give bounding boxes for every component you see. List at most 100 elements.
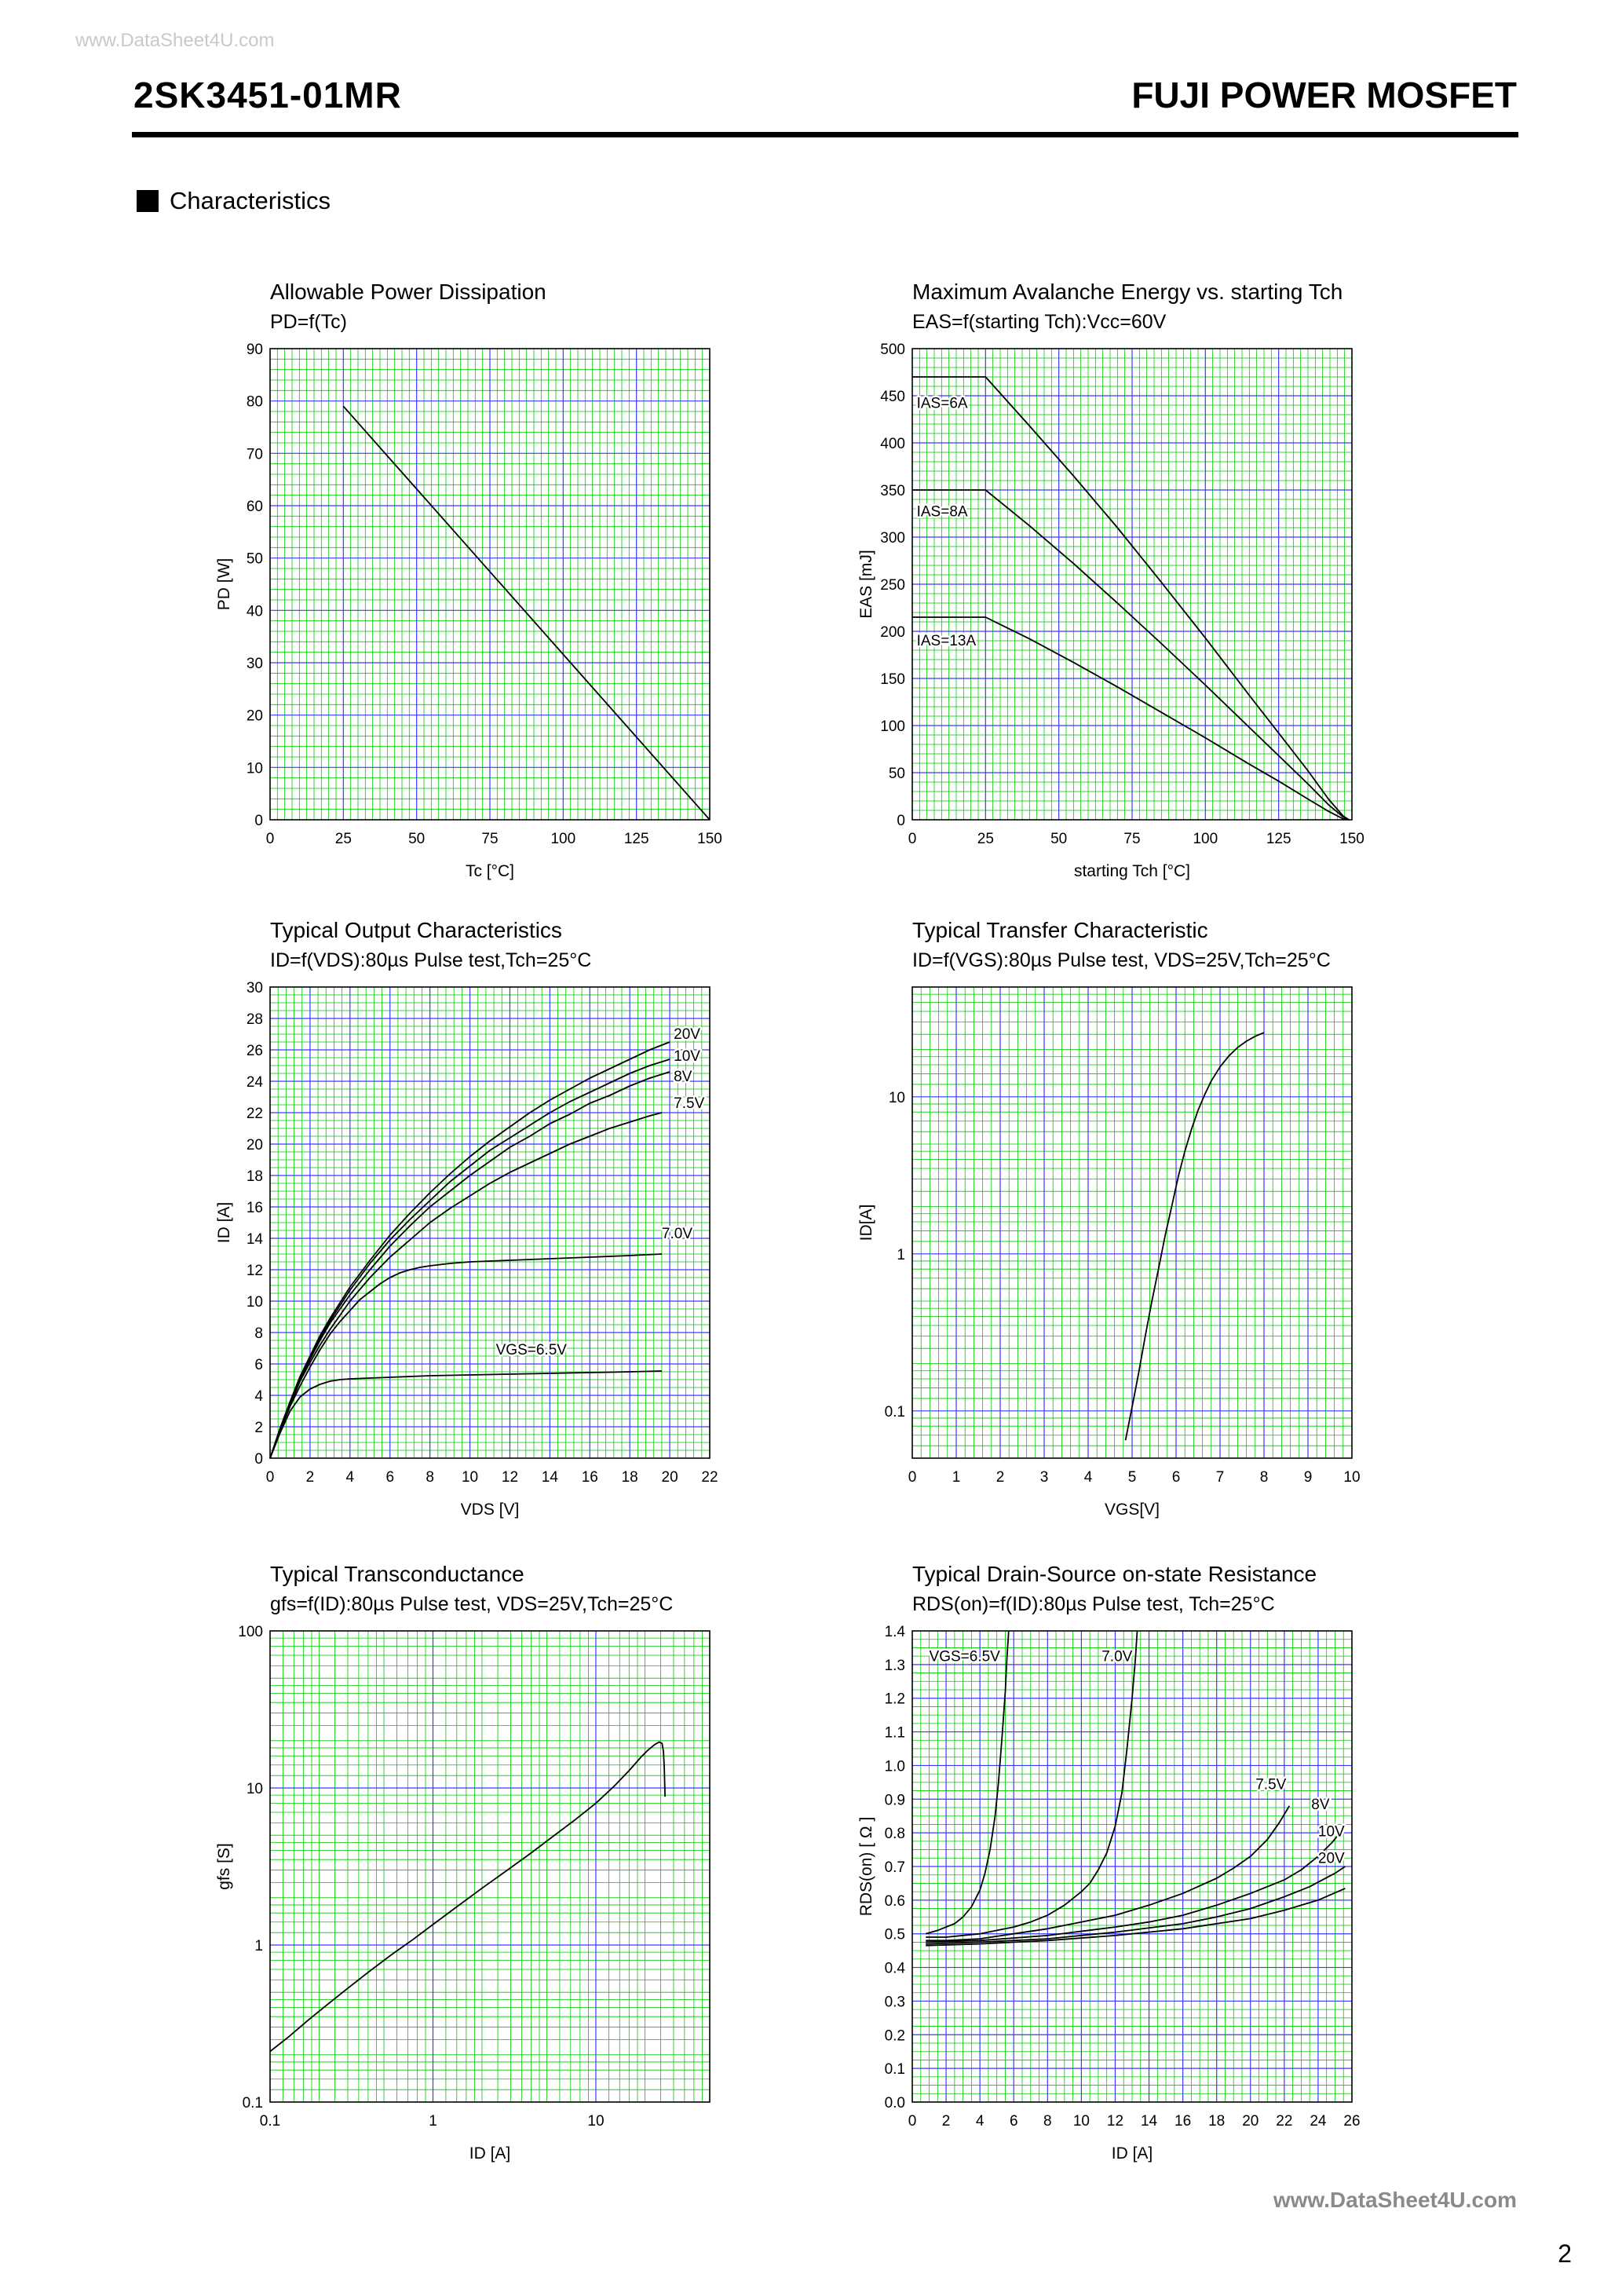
svg-text:0.8: 0.8 [885, 1826, 905, 1842]
transfer-characteristic-plot: 0 1 2 3 4 5 6 7 8 9 10 0.1 1 10 VGS[V] ID[A] [857, 986, 1361, 1519]
svg-text:0.1: 0.1 [260, 2113, 280, 2130]
svg-text:7.5V: 7.5V [1255, 1776, 1286, 1793]
svg-text:0: 0 [897, 813, 905, 829]
svg-text:VDS [V]: VDS [V] [461, 1501, 520, 1519]
section-title: Characteristics [170, 187, 331, 214]
svg-text:2: 2 [306, 1469, 315, 1486]
part-number: 2SK3451-01MR [133, 75, 402, 115]
chart-title: Typical Transconductance [270, 1562, 524, 1586]
svg-text:1: 1 [429, 2113, 437, 2130]
power-dissipation-plot: 0 25 50 75 100 125 150 0 10 20 30 40 50 60 70 80 90 Tc [°… [215, 342, 722, 880]
svg-text:4: 4 [346, 1469, 355, 1486]
svg-text:1: 1 [254, 1938, 263, 1954]
svg-text:10V: 10V [1318, 1823, 1345, 1840]
svg-text:25: 25 [977, 831, 994, 847]
svg-text:0.0: 0.0 [885, 2095, 905, 2111]
svg-text:8: 8 [1260, 1469, 1269, 1486]
svg-text:7.0V: 7.0V [662, 1226, 692, 1242]
svg-text:100: 100 [238, 1624, 263, 1640]
svg-text:0: 0 [254, 1451, 263, 1468]
svg-text:2: 2 [254, 1420, 263, 1436]
svg-text:6: 6 [254, 1357, 263, 1373]
svg-text:25: 25 [335, 831, 352, 847]
page-number: 2 [1558, 2239, 1572, 2268]
svg-text:5: 5 [1128, 1469, 1137, 1486]
svg-text:14: 14 [247, 1231, 264, 1248]
svg-text:20: 20 [1242, 2113, 1259, 2130]
svg-text:70: 70 [247, 446, 263, 462]
svg-text:30: 30 [247, 980, 263, 996]
svg-text:22: 22 [247, 1106, 263, 1122]
svg-text:18: 18 [1208, 2113, 1225, 2130]
svg-text:1.2: 1.2 [885, 1691, 905, 1708]
svg-text:12: 12 [247, 1263, 263, 1279]
svg-text:6: 6 [1010, 2113, 1018, 2130]
svg-text:4: 4 [254, 1388, 263, 1405]
svg-text:4: 4 [1084, 1469, 1093, 1486]
chart-title: Typical Drain-Source on-state Resistance [912, 1562, 1317, 1586]
svg-text:14: 14 [542, 1469, 559, 1486]
avalanche-energy-plot: IAS=6A IAS=8A IAS=13A 0 25 50 75 100 125 150 0 50 10… [857, 342, 1364, 880]
svg-text:16: 16 [1174, 2113, 1191, 2130]
svg-text:50: 50 [889, 766, 905, 782]
svg-text:10: 10 [247, 1781, 263, 1797]
svg-text:250: 250 [880, 577, 905, 594]
svg-text:90: 90 [247, 342, 263, 358]
svg-text:0.2: 0.2 [885, 2027, 905, 2044]
chart-on-state-resistance: Typical Drain-Source on-state Resistance… [856, 1559, 1374, 2170]
watermark-top: www.DataSheet4U.com [75, 30, 275, 51]
svg-text:18: 18 [622, 1469, 638, 1486]
svg-text:10: 10 [247, 760, 263, 777]
svg-text:50: 50 [1050, 831, 1067, 847]
chart-subtitle: RDS(on)=f(ID):80µs Pulse test, Tch=25°C [912, 1593, 1275, 1615]
svg-text:1.0: 1.0 [885, 1758, 905, 1775]
chart-subtitle: PD=f(Tc) [270, 311, 347, 333]
svg-text:1: 1 [897, 1247, 905, 1263]
svg-text:6: 6 [1172, 1469, 1181, 1486]
svg-text:EAS [mJ]: EAS [mJ] [857, 550, 875, 619]
svg-text:50: 50 [247, 551, 263, 568]
svg-text:125: 125 [624, 831, 649, 847]
svg-text:VGS=6.5V: VGS=6.5V [496, 1342, 568, 1358]
svg-text:40: 40 [247, 603, 263, 620]
watermark-bottom: www.DataSheet4U.com [1273, 2188, 1517, 2212]
svg-text:28: 28 [247, 1011, 263, 1028]
svg-text:VGS=6.5V: VGS=6.5V [930, 1649, 1001, 1665]
svg-text:8: 8 [254, 1325, 263, 1342]
svg-text:7: 7 [1216, 1469, 1225, 1486]
svg-text:18: 18 [247, 1168, 263, 1185]
section-heading: Characteristics [137, 187, 331, 215]
svg-text:ID [A]: ID [A] [1112, 2144, 1153, 2163]
svg-text:150: 150 [697, 831, 722, 847]
svg-text:100: 100 [1193, 831, 1218, 847]
svg-text:200: 200 [880, 624, 905, 641]
svg-text:RDS(on) [ Ω ]: RDS(on) [ Ω ] [857, 1817, 875, 1917]
svg-text:10: 10 [587, 2113, 604, 2130]
svg-text:1.3: 1.3 [885, 1658, 905, 1674]
svg-text:1.1: 1.1 [885, 1725, 905, 1742]
svg-text:14: 14 [1141, 2113, 1158, 2130]
svg-text:8: 8 [1043, 2113, 1052, 2130]
svg-text:0.3: 0.3 [885, 1994, 905, 2010]
svg-text:0.9: 0.9 [885, 1792, 905, 1808]
svg-text:10: 10 [889, 1090, 905, 1106]
svg-text:VGS[V]: VGS[V] [1105, 1501, 1160, 1519]
svg-text:75: 75 [1123, 831, 1140, 847]
svg-text:100: 100 [550, 831, 575, 847]
chart-title: Typical Transfer Characteristic [912, 918, 1208, 942]
transconductance-plot: 0.1 1 10 0.1 1 10 100 ID [A] gfs [S] [215, 1624, 711, 2163]
svg-text:50: 50 [408, 831, 425, 847]
svg-text:26: 26 [1343, 2113, 1360, 2130]
square-bullet-icon [137, 190, 159, 212]
header: 2SK3451-01MR FUJI POWER MOSFET [133, 74, 1517, 116]
svg-text:350: 350 [880, 483, 905, 499]
svg-text:100: 100 [880, 718, 905, 735]
svg-text:0: 0 [266, 1469, 275, 1486]
svg-text:125: 125 [1266, 831, 1291, 847]
svg-text:0.1: 0.1 [885, 2061, 905, 2078]
svg-text:0.4: 0.4 [885, 1961, 906, 1977]
svg-text:ID [A]: ID [A] [469, 2144, 511, 2163]
chart-title: Typical Output Characteristics [270, 918, 562, 942]
